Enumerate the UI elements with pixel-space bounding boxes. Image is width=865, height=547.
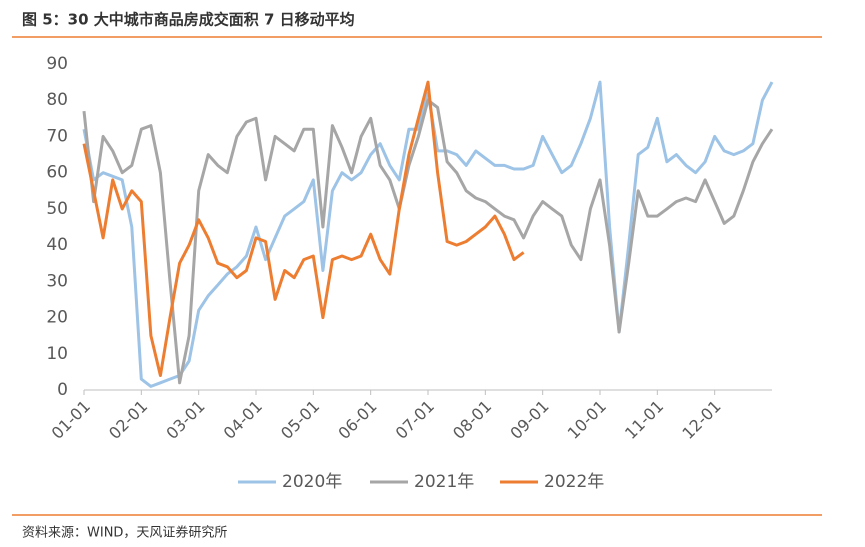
x-tick-label: 12-01 bbox=[678, 397, 724, 443]
x-tick-label: 11-01 bbox=[621, 397, 667, 443]
x-tick-label: 05-01 bbox=[277, 397, 323, 443]
y-tick-label: 40 bbox=[46, 235, 68, 255]
y-tick-label: 0 bbox=[57, 380, 68, 400]
source: 资料来源：WIND，天风证券研究所 bbox=[22, 525, 227, 541]
x-tick-label: 01-01 bbox=[48, 397, 94, 443]
x-tick-label: 02-01 bbox=[105, 397, 151, 443]
y-tick-label: 70 bbox=[46, 126, 68, 146]
x-tick-label: 03-01 bbox=[162, 397, 208, 443]
legend-label: 2021年 bbox=[414, 472, 474, 492]
x-tick-label: 07-01 bbox=[392, 397, 438, 443]
x-tick-label: 08-01 bbox=[449, 397, 495, 443]
series-line bbox=[82, 80, 525, 377]
y-tick-label: 90 bbox=[46, 54, 68, 74]
x-tick-label: 09-01 bbox=[506, 397, 552, 443]
y-tick-label: 60 bbox=[46, 163, 68, 183]
series-line bbox=[82, 98, 774, 385]
y-tick-label: 10 bbox=[46, 344, 68, 364]
x-tick-label: 06-01 bbox=[334, 397, 380, 443]
y-tick-label: 80 bbox=[46, 90, 68, 110]
legend-label: 2020年 bbox=[282, 472, 342, 492]
y-tick-label: 20 bbox=[46, 308, 68, 328]
y-tick-label: 50 bbox=[46, 199, 68, 219]
chart-title: 图 5：30 大中城市商品房成交面积 7 日移动平均 bbox=[22, 11, 355, 29]
x-tick-label: 04-01 bbox=[220, 397, 266, 443]
x-tick-label: 10-01 bbox=[564, 397, 610, 443]
legend-label: 2022年 bbox=[544, 472, 604, 492]
y-tick-label: 30 bbox=[46, 271, 68, 291]
